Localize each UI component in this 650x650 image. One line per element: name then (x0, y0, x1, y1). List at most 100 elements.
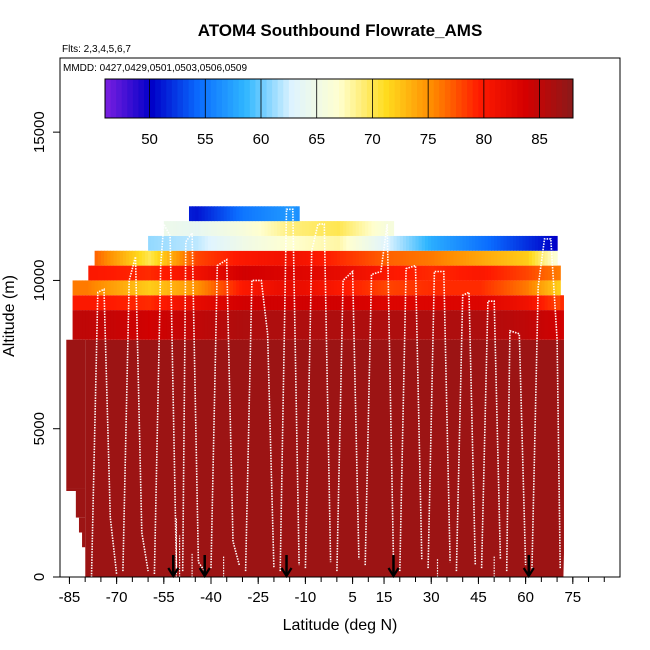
heatmap-cell (207, 250, 212, 266)
heatmap-cell (459, 295, 464, 311)
colorbar-tick-label: 70 (364, 131, 381, 148)
heatmap-cell (494, 280, 498, 296)
flight-track (455, 291, 477, 572)
heatmap-cell (170, 235, 174, 251)
heatmap-cell (188, 339, 193, 577)
heatmap-cell (396, 310, 401, 340)
heatmap-cell (248, 339, 253, 577)
heatmap-cell (151, 280, 155, 296)
heatmap-cell (393, 310, 398, 340)
colorbar-swatch (132, 79, 139, 118)
heatmap-cell (138, 295, 143, 311)
heatmap-cell (494, 295, 498, 311)
heatmap-cell (535, 280, 539, 296)
heatmap-cell (286, 221, 291, 236)
heatmap-cell (421, 295, 426, 311)
heatmap-cell (110, 265, 115, 281)
heatmap-cell (368, 265, 373, 281)
heatmap-cell (506, 265, 511, 281)
colorbar-swatch (394, 79, 401, 118)
heatmap-cell (415, 280, 420, 296)
heatmap-cell (236, 265, 240, 281)
flights-label: Flts: 2,3,4,5,6,7 (62, 44, 131, 55)
heatmap-cell (506, 295, 511, 311)
heatmap-cell (72, 295, 77, 311)
heatmap-cell (179, 221, 184, 236)
heatmap-cell (424, 265, 429, 281)
colorbar-swatch (155, 79, 162, 118)
heatmap-cell (333, 250, 338, 266)
heatmap-cell (547, 265, 552, 281)
heatmap-cell (185, 265, 190, 281)
heatmap-cell (302, 310, 306, 340)
heatmap-cell (198, 280, 203, 296)
heatmap-cell (308, 250, 313, 266)
heatmap-cell (321, 265, 325, 281)
heatmap-cell (113, 339, 118, 577)
heatmap-cell (399, 235, 404, 251)
heatmap-cell (450, 265, 454, 281)
heatmap-cell (135, 339, 140, 577)
colorbar-tick-label: 55 (197, 131, 214, 148)
heatmap-cell (330, 235, 335, 251)
heatmap-cell (547, 310, 552, 340)
heatmap-cell (233, 221, 237, 236)
colorbar-swatch (277, 79, 284, 118)
x-tick-label: 60 (517, 589, 534, 606)
heatmap-cell (355, 339, 360, 577)
heatmap-cell (409, 280, 413, 296)
heatmap-cell (182, 250, 187, 266)
heatmap-cell (255, 280, 259, 296)
heatmap-cell (550, 310, 555, 340)
heatmap-cell (314, 280, 319, 296)
heatmap-cell (522, 310, 527, 340)
heatmap-cell (267, 206, 272, 222)
heatmap-cell (525, 265, 530, 281)
heatmap-cell (302, 250, 306, 266)
heatmap-cell (258, 280, 262, 296)
heatmap-cell (211, 221, 215, 236)
heatmap-cell (185, 221, 190, 236)
heatmap-cell (506, 339, 511, 577)
heatmap-cell (198, 221, 203, 236)
heatmap-cell (148, 250, 152, 266)
heatmap-cell (211, 295, 215, 311)
heatmap-cell (462, 295, 467, 311)
heatmap-cell (91, 280, 96, 296)
heatmap-cell (516, 250, 520, 266)
heatmap-cell (148, 235, 152, 251)
colorbar-swatch (444, 79, 451, 118)
heatmap-cell (223, 206, 228, 222)
heatmap-cell (214, 235, 218, 251)
heatmap-cell (283, 250, 288, 266)
heatmap-cell (204, 265, 209, 281)
heatmap-cell (94, 280, 99, 296)
heatmap-cell (525, 295, 530, 311)
heatmap-cell (387, 235, 391, 251)
heatmap-cell (107, 310, 111, 340)
heatmap-cell (267, 265, 272, 281)
heatmap-cell (107, 265, 111, 281)
colorbar-swatch (183, 79, 190, 118)
heatmap-cell (324, 250, 329, 266)
heatmap-cell (513, 235, 517, 251)
heatmap-cell (541, 339, 546, 577)
heatmap-cell (343, 310, 347, 340)
heatmap-cell (255, 265, 259, 281)
heatmap-cell (185, 295, 190, 311)
heatmap-cell (362, 265, 366, 281)
heatmap-cell (233, 250, 237, 266)
heatmap-cell (550, 280, 555, 296)
heatmap-cell (195, 250, 200, 266)
heatmap-cell (239, 265, 244, 281)
heatmap-cell (192, 265, 196, 281)
heatmap-cell (336, 310, 341, 340)
heatmap-cell (270, 221, 275, 236)
heatmap-cell (317, 339, 322, 577)
heatmap-cell (204, 221, 209, 236)
heatmap-cell (286, 235, 291, 251)
heatmap-cell (424, 280, 429, 296)
heatmap-cell (163, 310, 168, 340)
heatmap-cell (317, 310, 322, 340)
heatmap-cell (399, 280, 404, 296)
